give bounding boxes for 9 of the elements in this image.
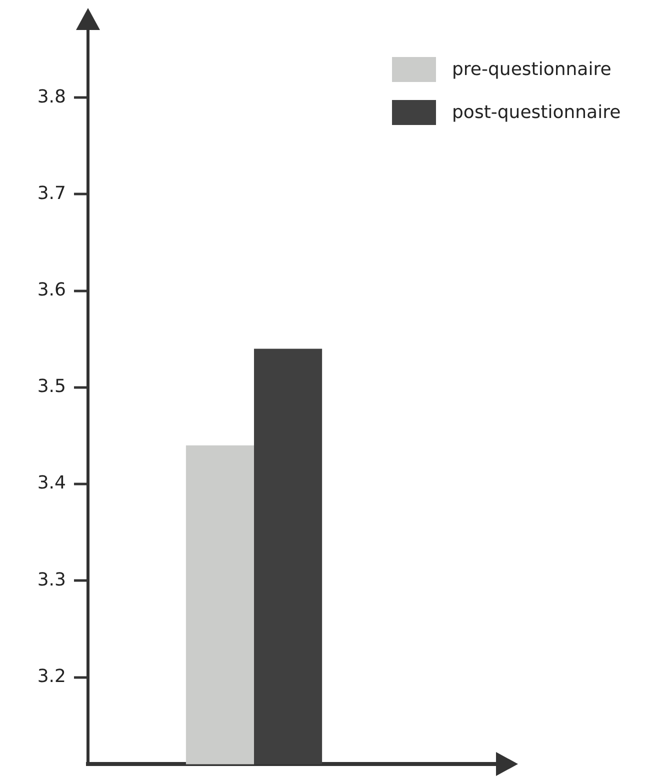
legend-label: pre-questionnaire bbox=[452, 59, 612, 80]
legend-label: post-questionnaire bbox=[452, 102, 621, 123]
y-tick-label: 3.2 bbox=[37, 666, 66, 687]
y-tick-label: 3.6 bbox=[37, 280, 66, 301]
y-tick-label: 3.3 bbox=[37, 569, 66, 590]
y-tick-label: 3.7 bbox=[37, 182, 66, 204]
y-tick-label: 3.8 bbox=[37, 86, 66, 108]
y-tick-label: 3.4 bbox=[37, 472, 66, 494]
y-tick-label: 3.5 bbox=[37, 376, 66, 398]
